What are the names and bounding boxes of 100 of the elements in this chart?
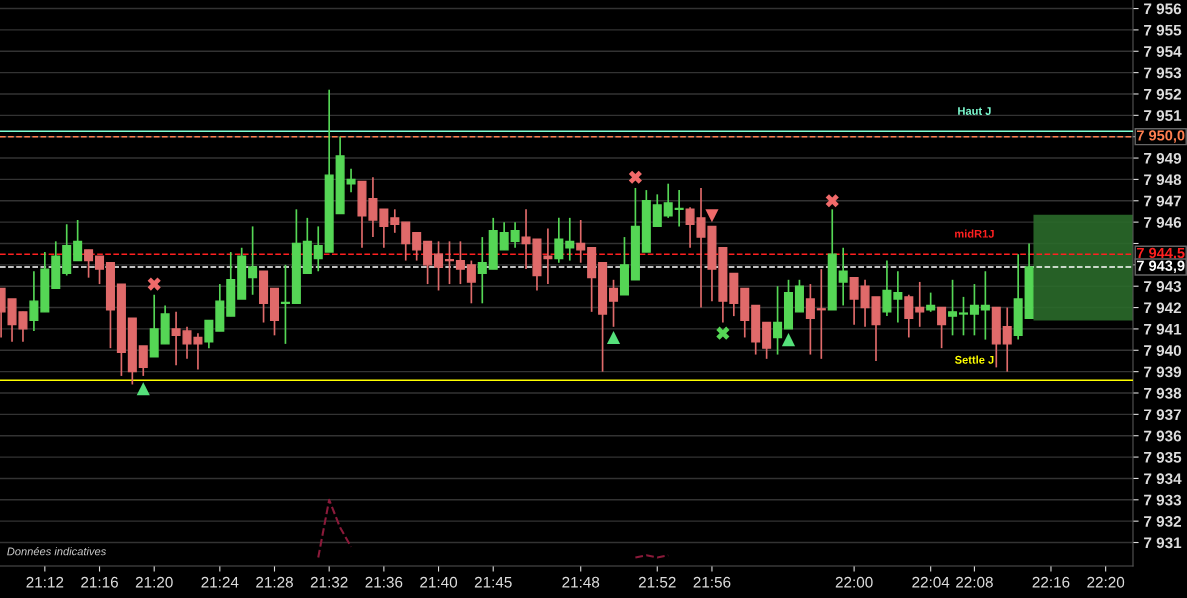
annotation: midR1J xyxy=(955,229,994,238)
candlestick xyxy=(805,283,815,356)
candlestick xyxy=(84,249,94,279)
point xyxy=(781,333,796,347)
candlestick xyxy=(510,221,520,249)
candlestick xyxy=(390,208,400,234)
point xyxy=(716,326,730,340)
x-tick-label: 21:20 xyxy=(135,576,173,588)
x-tick-label: 21:36 xyxy=(365,576,403,588)
ref-line-label: 7 943,9 xyxy=(1137,260,1185,274)
candlestick xyxy=(444,240,455,285)
candlestick xyxy=(543,227,553,285)
x-tick-label: 22:16 xyxy=(1032,576,1070,588)
x-tick-label: 21:24 xyxy=(201,576,239,588)
y-tick-label: 7 952 xyxy=(1144,88,1182,100)
x-tick-label: 22:00 xyxy=(835,576,873,588)
candlestick xyxy=(248,225,258,296)
x-tick-label: 21:56 xyxy=(693,576,731,588)
candlestick xyxy=(29,270,39,332)
x-tick-label: 21:45 xyxy=(474,576,512,588)
candlestick xyxy=(423,240,433,285)
y-tick-label: 7 946 xyxy=(1144,217,1182,228)
candlestick xyxy=(838,246,848,307)
candlestick xyxy=(773,285,783,356)
y-tick-label: 7 935 xyxy=(1144,451,1182,463)
candlestick xyxy=(313,225,323,273)
y-tick-label: 7 947 xyxy=(1144,195,1181,207)
candlestick xyxy=(958,296,969,337)
candlestick xyxy=(608,278,619,328)
y-tick-label: 7 954 xyxy=(1144,46,1182,57)
point xyxy=(136,382,150,396)
candlestick xyxy=(663,182,673,219)
y-tick-label: 7 942 xyxy=(1144,302,1182,314)
y-tick-label: 7 943 xyxy=(1144,281,1182,292)
candlestick xyxy=(576,219,586,264)
y-tick-label: 7 937 xyxy=(1144,409,1181,421)
candlestick xyxy=(937,306,947,349)
y-tick-label: 7 933 xyxy=(1144,494,1182,506)
y-tick-label: 7 951 xyxy=(1144,110,1182,122)
y-tick-label: 7 938 xyxy=(1144,387,1182,399)
candlestick xyxy=(94,255,105,285)
candlestick xyxy=(379,208,389,249)
annotation: Données indicatives xyxy=(7,547,107,556)
point xyxy=(606,330,621,345)
y-tick-label: 7 932 xyxy=(1144,516,1182,527)
x-tick-label: 21:28 xyxy=(256,576,293,588)
candlestick xyxy=(73,219,83,262)
candlestick xyxy=(948,278,958,337)
x-tick-label: 22:04 xyxy=(912,576,950,588)
ref-line-label: 7 950,0 xyxy=(1137,130,1185,143)
candlestick xyxy=(980,270,990,341)
candlestick xyxy=(455,240,465,285)
candlestick xyxy=(849,276,859,326)
candlestick xyxy=(466,259,476,305)
y-tick-label: 7 934 xyxy=(1144,473,1182,485)
candlestick xyxy=(346,167,356,194)
candlestick xyxy=(477,236,487,305)
point xyxy=(825,194,839,208)
annotation: Haut J xyxy=(958,107,991,115)
y-tick-label: 7 931 xyxy=(1144,537,1182,549)
candlestick xyxy=(674,189,684,228)
candlestick xyxy=(412,231,422,262)
candlestick xyxy=(554,217,564,264)
y-tick-label: 7 939 xyxy=(1144,366,1182,378)
y-tick-label: 7 956 xyxy=(1144,3,1182,15)
x-tick-label: 21:52 xyxy=(638,576,676,588)
ref-line-label: 7 944,5 xyxy=(1137,247,1185,261)
x-tick-label: 21:12 xyxy=(26,576,64,588)
candlestick xyxy=(652,193,662,228)
candlestick xyxy=(969,283,979,337)
point xyxy=(628,170,642,184)
candlestick xyxy=(915,281,925,328)
y-tick-label: 7 940 xyxy=(1144,345,1182,356)
candlestick xyxy=(904,293,914,339)
y-tick-label: 7 948 xyxy=(1144,174,1182,186)
y-tick-label: 7 936 xyxy=(1144,430,1182,442)
y-tick-label: 7 941 xyxy=(1144,323,1182,335)
candlestick xyxy=(816,268,826,360)
candlestick xyxy=(280,264,290,345)
y-tick-label: 7 953 xyxy=(1144,67,1182,79)
x-tick-label: 21:40 xyxy=(420,576,458,588)
candlestick xyxy=(926,291,936,313)
annotation: Settle J xyxy=(954,355,994,364)
candlestick xyxy=(893,270,903,324)
x-tick-label: 21:32 xyxy=(310,576,348,588)
x-tick-label: 21:16 xyxy=(81,576,118,588)
x-tick-label: 22:20 xyxy=(1087,576,1125,588)
y-tick-label: 7 955 xyxy=(1144,24,1182,36)
y-tick-label: 7 949 xyxy=(1144,152,1182,164)
candlestick xyxy=(204,319,214,349)
candlestick xyxy=(882,259,892,317)
candlestick xyxy=(138,345,148,377)
candlestick xyxy=(401,221,411,262)
candlestick xyxy=(434,240,444,292)
candlestick xyxy=(499,221,509,251)
point xyxy=(705,209,719,223)
candlestick xyxy=(1002,306,1012,373)
x-tick-label: 21:48 xyxy=(562,576,600,588)
point xyxy=(147,277,161,291)
x-tick-label: 22:08 xyxy=(956,576,993,588)
